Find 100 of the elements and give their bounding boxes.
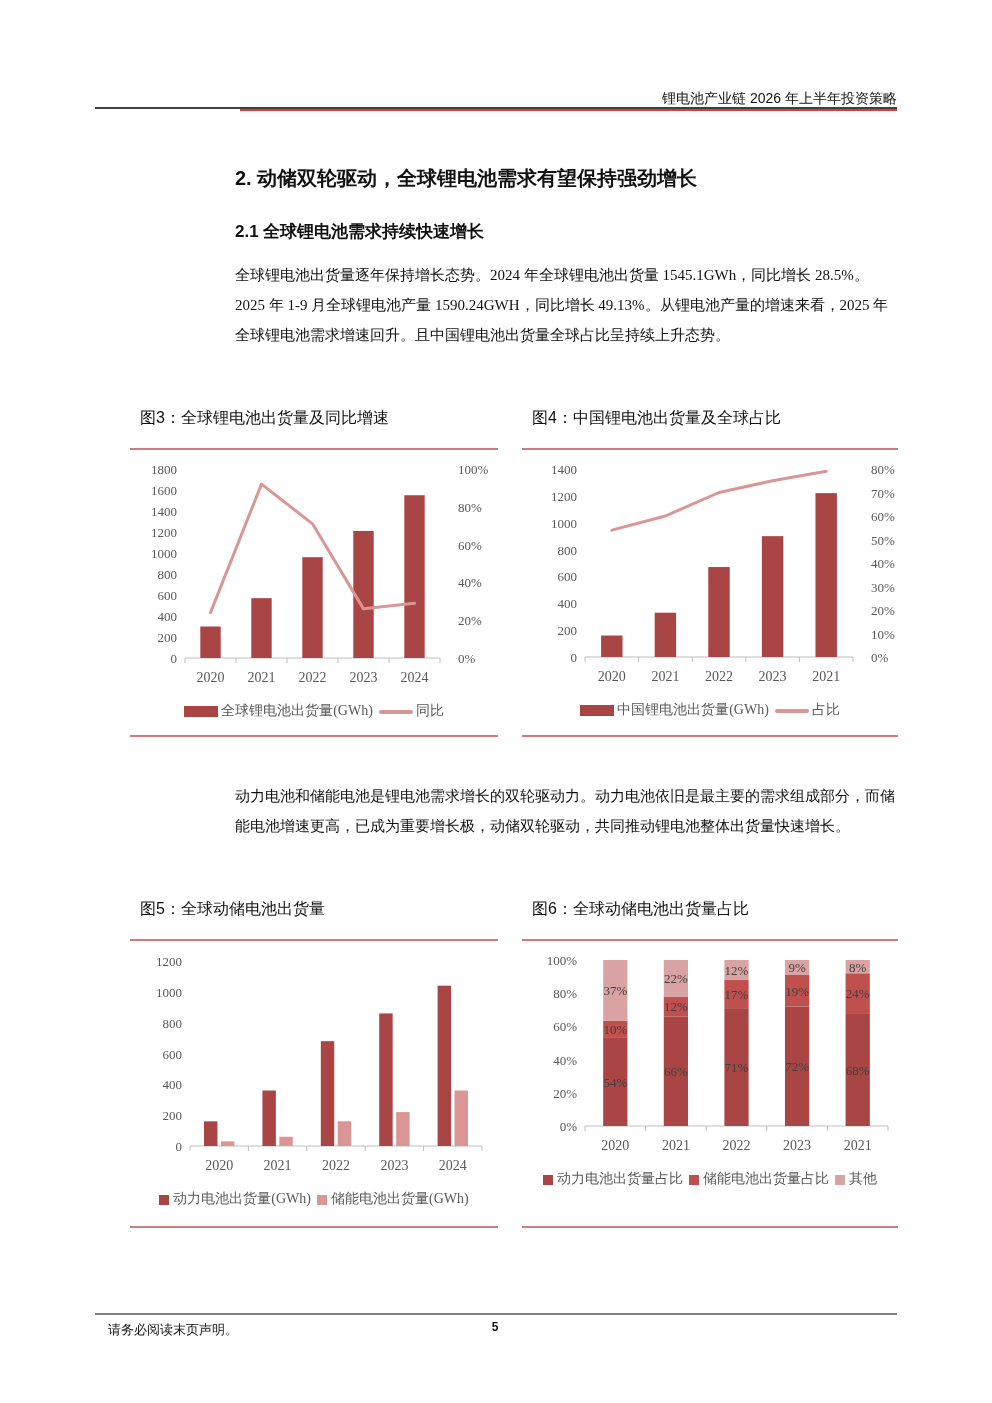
y2-tick-label: 80% [458,499,482,515]
bar [251,598,272,658]
y-tick-label: 1000 [151,546,177,561]
y2-tick-label: 50% [871,532,895,548]
bar [200,626,221,658]
y-tick-label: 0 [570,650,577,665]
y2-tick-label: 20% [458,613,482,629]
data-label: 22% [663,971,688,987]
y-tick-label: 1200 [151,525,177,540]
y-tick-label: 800 [157,567,177,582]
legend-label: 动力电池出货量(GWh) [173,1191,311,1206]
data-label: 54% [603,1074,628,1090]
x-tick-label: 2021 [812,669,841,684]
text: 锂电池产业链 2026 年上半年投资策略 [661,89,897,108]
y-tick-label: 1200 [551,488,577,504]
x-tick-label: 2023 [380,1158,409,1173]
bar [603,960,628,1021]
text: 2. 动储双轮驱动，全球锂电池需求有望保持强劲增长 [235,166,699,191]
y2-tick-label: 0% [458,651,476,666]
bar [724,1008,749,1126]
bar [654,612,677,657]
data-label: 17% [724,987,749,1003]
y2-tick-label: 0% [871,650,889,665]
y-tick-label: 200 [162,1108,182,1124]
bar [601,635,623,657]
bar [262,1090,276,1146]
y-tick-label: 200 [557,623,577,639]
bar [603,1037,628,1126]
data-label: 24% [845,986,870,1002]
data-label: 12% [724,962,749,978]
x-tick-label: 2022 [705,669,733,684]
bar [708,567,730,657]
y2-tick-label: 20% [871,603,895,618]
bar [761,536,784,657]
data-label: 68% [845,1062,870,1078]
x-tick-label: 2021 [263,1158,292,1173]
legend-label: 动力电池出货量占比 [557,1171,683,1186]
x-tick-label: 2021 [661,1138,690,1153]
data-label: 10% [603,1021,628,1037]
bar [437,985,452,1146]
x-tick-label: 2020 [601,1138,630,1153]
legend-label: 全球锂电池出货量(GWh) [221,703,373,718]
y-tick-label: 1400 [151,504,177,519]
x-tick-label: 2023 [758,669,787,684]
bar [784,1006,810,1126]
x-tick-label: 2020 [205,1158,234,1173]
y-tick-label: 20% [553,1085,578,1101]
legend-label: 储能电池出货量占比 [703,1171,829,1186]
line-series [209,482,416,615]
y-tick-label: 800 [162,1015,182,1031]
bar [396,1112,410,1146]
y-tick-label: 80% [553,986,578,1002]
x-tick-label: 2021 [247,670,276,685]
x-tick-label: 2020 [196,670,225,685]
y-tick-label: 100% [546,953,578,968]
x-tick-label: 2022 [722,1138,751,1153]
bar [454,1090,468,1146]
legend-label: 占比 [811,702,840,717]
bar [353,530,374,658]
y-tick-label: 1000 [551,515,577,531]
data-label: 8% [849,959,867,975]
data-label: 9% [788,960,806,976]
data-label: 72% [785,1059,810,1075]
legend-label: 其他 [849,1171,877,1186]
y-tick-label: 0 [175,1139,182,1154]
chart-title: 图6：全球动储电池出货量占比 [532,899,749,919]
y-tick-label: 1600 [151,483,177,498]
y2-tick-label: 30% [871,579,895,595]
y-tick-label: 600 [162,1046,182,1062]
bar [320,1041,335,1146]
bar [279,1136,293,1146]
y-tick-label: 800 [557,542,577,558]
chart-title: 图5：全球动储电池出货量 [140,899,325,919]
y-tick-label: 400 [162,1077,182,1093]
data-label: 66% [663,1064,688,1080]
bar [337,1121,352,1146]
text: 2.1 全球锂电池需求持续快速增长 [235,221,486,243]
y-tick-label: 0% [559,1119,578,1134]
y-tick-label: 1800 [151,462,177,477]
x-tick-label: 2021 [651,669,680,684]
y-tick-label: 600 [557,569,577,585]
y-tick-label: 40% [553,1052,578,1068]
y-tick-label: 600 [157,588,177,603]
y-tick-label: 1400 [551,462,577,477]
y-tick-label: 400 [157,609,177,624]
text: 5 [490,1319,500,1336]
y2-tick-label: 60% [458,537,482,553]
bar [845,1013,870,1126]
legend-label: 中国锂电池出货量(GWh) [617,702,769,717]
y2-tick-label: 40% [458,575,482,591]
legend-label: 同比 [415,703,444,718]
chart-title: 图3：全球锂电池出货量及同比增速 [140,408,389,428]
y-tick-label: 1200 [156,954,182,969]
y-tick-label: 400 [557,596,577,612]
y2-tick-label: 60% [871,509,895,524]
text: 动力电池和储能电池是锂电池需求增长的双轮驱动力。动力电池依旧是最主要的需求组成部分，而储能电池增速更高，已成为重要增长极，动储双轮驱动，共同推动锂电池整体出货量快速增长。 [235,787,896,836]
y2-tick-label: 40% [871,556,895,571]
data-label: 19% [785,983,810,999]
line-series [610,469,828,532]
x-tick-label: 2022 [322,1158,350,1173]
